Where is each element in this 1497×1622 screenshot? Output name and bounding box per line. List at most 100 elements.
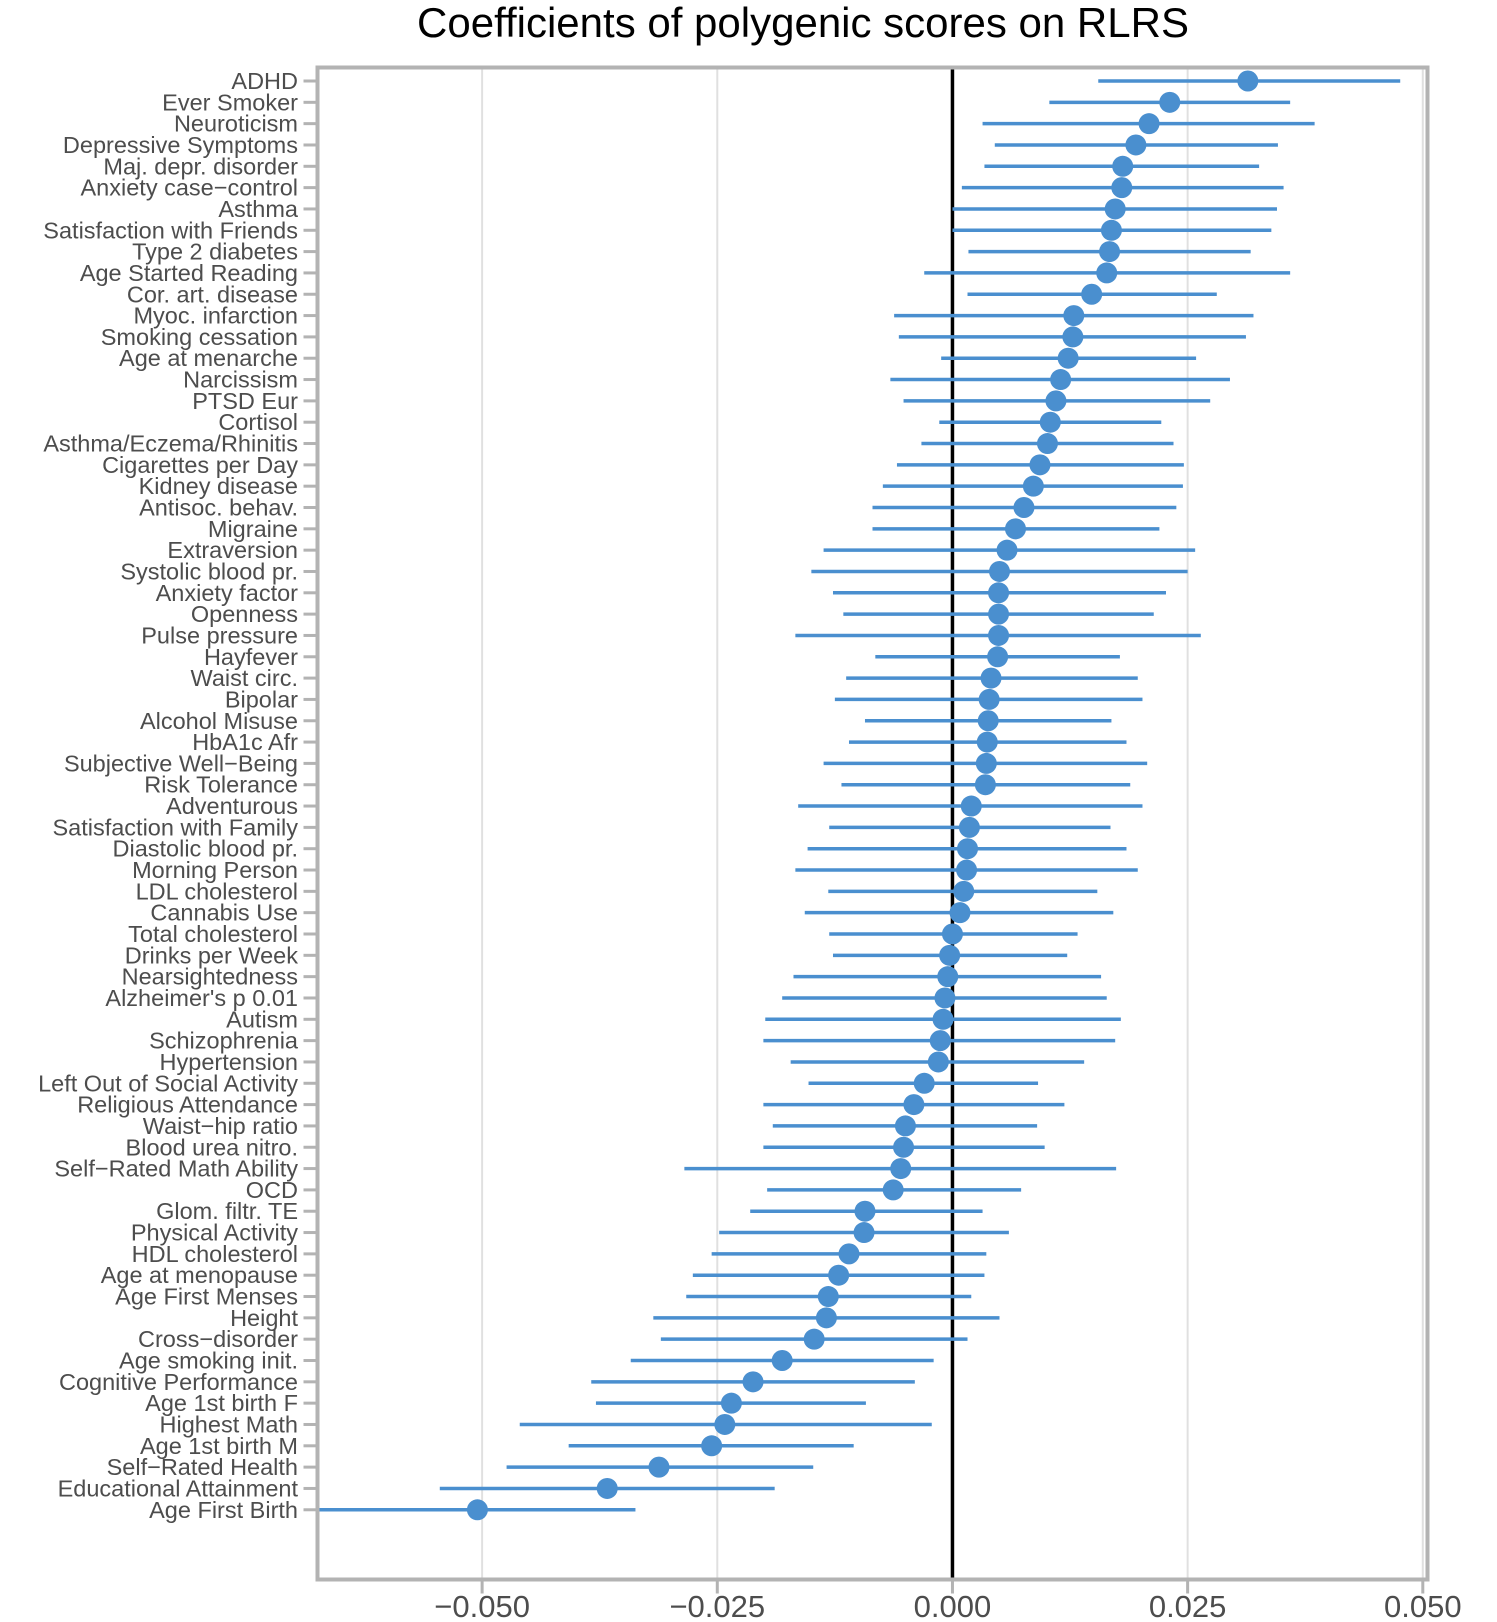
estimate-point [742, 1371, 764, 1393]
y-tick-label: Age at menarche [119, 345, 298, 371]
estimate-point [720, 1392, 742, 1414]
estimate-point [1099, 241, 1121, 263]
estimate-point [937, 966, 959, 988]
y-tick-label: Type 2 diabetes [132, 239, 298, 265]
y-tick-label: Extraversion [167, 537, 298, 563]
y-tick-label: Maj. depr. disorder [103, 153, 298, 179]
estimate-point [1100, 219, 1122, 241]
estimate-point [978, 688, 1000, 710]
x-tick-label: −0.025 [669, 1589, 765, 1622]
estimate-point [1022, 475, 1044, 497]
y-tick-label: Age First Birth [149, 1497, 298, 1523]
grid-lines [481, 69, 1424, 1578]
y-tick-label: Diastolic blood pr. [113, 836, 299, 862]
estimate-point [714, 1413, 736, 1435]
x-axis-labels: −0.050 −0.025 0.000 0.025 0.050 [434, 1589, 1461, 1622]
y-tick-label: Self−Rated Math Ability [54, 1156, 298, 1182]
estimate-point [975, 752, 997, 774]
estimate-point [988, 582, 1010, 604]
estimate-point [957, 838, 979, 860]
y-tick-label: Self−Rated Health [107, 1454, 298, 1480]
y-tick-label: Alcohol Misuse [140, 708, 298, 734]
y-tick-label: Cross−disorder [138, 1326, 298, 1352]
y-tick-label: Asthma [218, 196, 299, 222]
y-tick-label: Pulse pressure [141, 622, 298, 648]
y-tick-label: Left Out of Social Activity [38, 1070, 298, 1096]
x-axis-ticks [480, 1581, 1425, 1594]
estimate-point [1138, 113, 1160, 135]
y-tick-label: Highest Math [160, 1411, 298, 1437]
estimate-point [988, 624, 1010, 646]
estimate-points [466, 70, 1259, 1521]
y-tick-label: Morning Person [132, 857, 298, 883]
estimate-point [1125, 134, 1147, 156]
y-tick-label: Hypertension [160, 1049, 298, 1075]
y-tick-label: PTSD Eur [192, 388, 298, 414]
estimate-point [648, 1456, 670, 1478]
y-tick-label: Age 1st birth F [145, 1390, 298, 1416]
y-tick-label: OCD [246, 1177, 298, 1203]
estimate-point [854, 1200, 876, 1222]
estimate-point [596, 1477, 618, 1499]
y-tick-label: Educational Attainment [58, 1475, 299, 1501]
y-tick-label: Glom. filtr. TE [156, 1198, 298, 1224]
estimate-point [1111, 177, 1133, 199]
y-tick-label: Age Started Reading [80, 260, 298, 286]
y-tick-label: Hayfever [204, 644, 298, 670]
estimate-point [1013, 497, 1035, 518]
y-tick-label: Nearsightedness [122, 964, 298, 990]
estimate-point [701, 1435, 723, 1457]
estimate-point [903, 1094, 925, 1116]
y-tick-label: LDL cholesterol [136, 878, 298, 904]
y-tick-label: Anxiety case−control [81, 175, 299, 201]
y-tick-label: Openness [191, 601, 298, 627]
estimate-point [974, 774, 996, 796]
y-tick-label: Total cholesterol [128, 921, 298, 947]
y-tick-label: Age 1st birth M [140, 1433, 298, 1459]
estimate-point [949, 902, 971, 924]
y-tick-label: Cannabis Use [150, 900, 298, 926]
estimate-point [1159, 91, 1181, 113]
estimate-point [815, 1307, 837, 1329]
y-tick-label: Blood urea nitro. [126, 1134, 298, 1160]
estimate-point [1237, 70, 1259, 92]
y-tick-label: Systolic blood pr. [120, 558, 298, 584]
y-tick-label: Cigarettes per Day [102, 452, 298, 478]
y-tick-label: Anxiety factor [156, 580, 299, 606]
y-tick-label: Risk Tolerance [144, 772, 298, 798]
estimate-point [939, 944, 961, 966]
estimate-point [929, 1030, 951, 1052]
y-tick-label: Smoking cessation [101, 324, 298, 350]
y-tick-label: ADHD [231, 68, 298, 94]
estimate-point [1045, 390, 1067, 412]
estimate-point [976, 731, 998, 753]
estimate-point [1036, 433, 1058, 455]
estimate-point [988, 560, 1010, 582]
estimate-point [958, 816, 980, 838]
estimate-point [1063, 305, 1085, 327]
y-tick-label: Subjective Well−Being [64, 750, 298, 776]
y-tick-label: Age at menopause [101, 1262, 298, 1288]
y-tick-label: Adventurous [166, 793, 298, 819]
y-tick-label: Antisoc. behav. [139, 495, 298, 521]
y-tick-label: Narcissism [183, 367, 298, 393]
y-tick-label: Satisfaction with Family [52, 814, 298, 840]
y-tick-label: HbA1c Afr [192, 729, 298, 755]
estimate-point [803, 1328, 825, 1350]
y-tick-label: Asthma/Eczema/Rhinitis [43, 431, 298, 457]
estimate-point [960, 795, 982, 817]
y-tick-label: Age First Menses [115, 1284, 298, 1310]
x-tick-label: −0.050 [434, 1589, 530, 1622]
estimate-point [988, 603, 1010, 625]
estimate-point [882, 1179, 904, 1201]
y-axis-ticks [303, 79, 316, 1512]
x-tick-label: 0.050 [1384, 1589, 1462, 1622]
estimate-point [890, 1158, 912, 1180]
estimate-point [1039, 411, 1061, 433]
y-tick-label: Satisfaction with Friends [43, 217, 298, 243]
estimate-point [838, 1243, 860, 1265]
x-tick-label: 0.025 [1149, 1589, 1227, 1622]
